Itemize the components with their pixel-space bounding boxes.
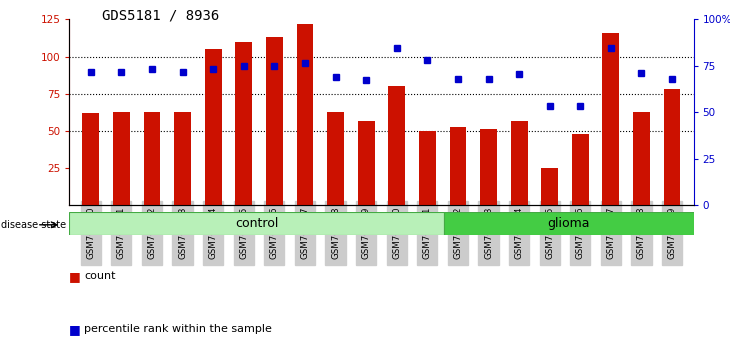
Text: disease state: disease state xyxy=(1,220,66,230)
Bar xyxy=(296,24,313,205)
Text: control: control xyxy=(235,217,278,230)
Bar xyxy=(602,33,619,205)
Bar xyxy=(113,112,130,205)
Bar xyxy=(327,112,344,205)
Bar xyxy=(450,126,466,205)
Bar xyxy=(174,112,191,205)
Text: percentile rank within the sample: percentile rank within the sample xyxy=(84,324,272,334)
Bar xyxy=(541,168,558,205)
Bar xyxy=(358,121,374,205)
Bar xyxy=(633,112,650,205)
Text: GDS5181 / 8936: GDS5181 / 8936 xyxy=(102,9,219,23)
Text: ■: ■ xyxy=(69,323,81,336)
Bar xyxy=(419,131,436,205)
Bar xyxy=(204,49,222,205)
Text: ■: ■ xyxy=(69,270,81,282)
Bar xyxy=(266,37,283,205)
Bar xyxy=(511,121,528,205)
Bar xyxy=(69,212,444,235)
Bar xyxy=(235,42,252,205)
Text: glioma: glioma xyxy=(548,217,590,230)
Bar xyxy=(444,212,694,235)
Bar xyxy=(144,112,161,205)
Bar xyxy=(664,89,680,205)
Bar xyxy=(572,134,588,205)
Bar xyxy=(388,86,405,205)
Bar xyxy=(82,113,99,205)
Text: count: count xyxy=(84,271,115,281)
Bar xyxy=(480,130,497,205)
